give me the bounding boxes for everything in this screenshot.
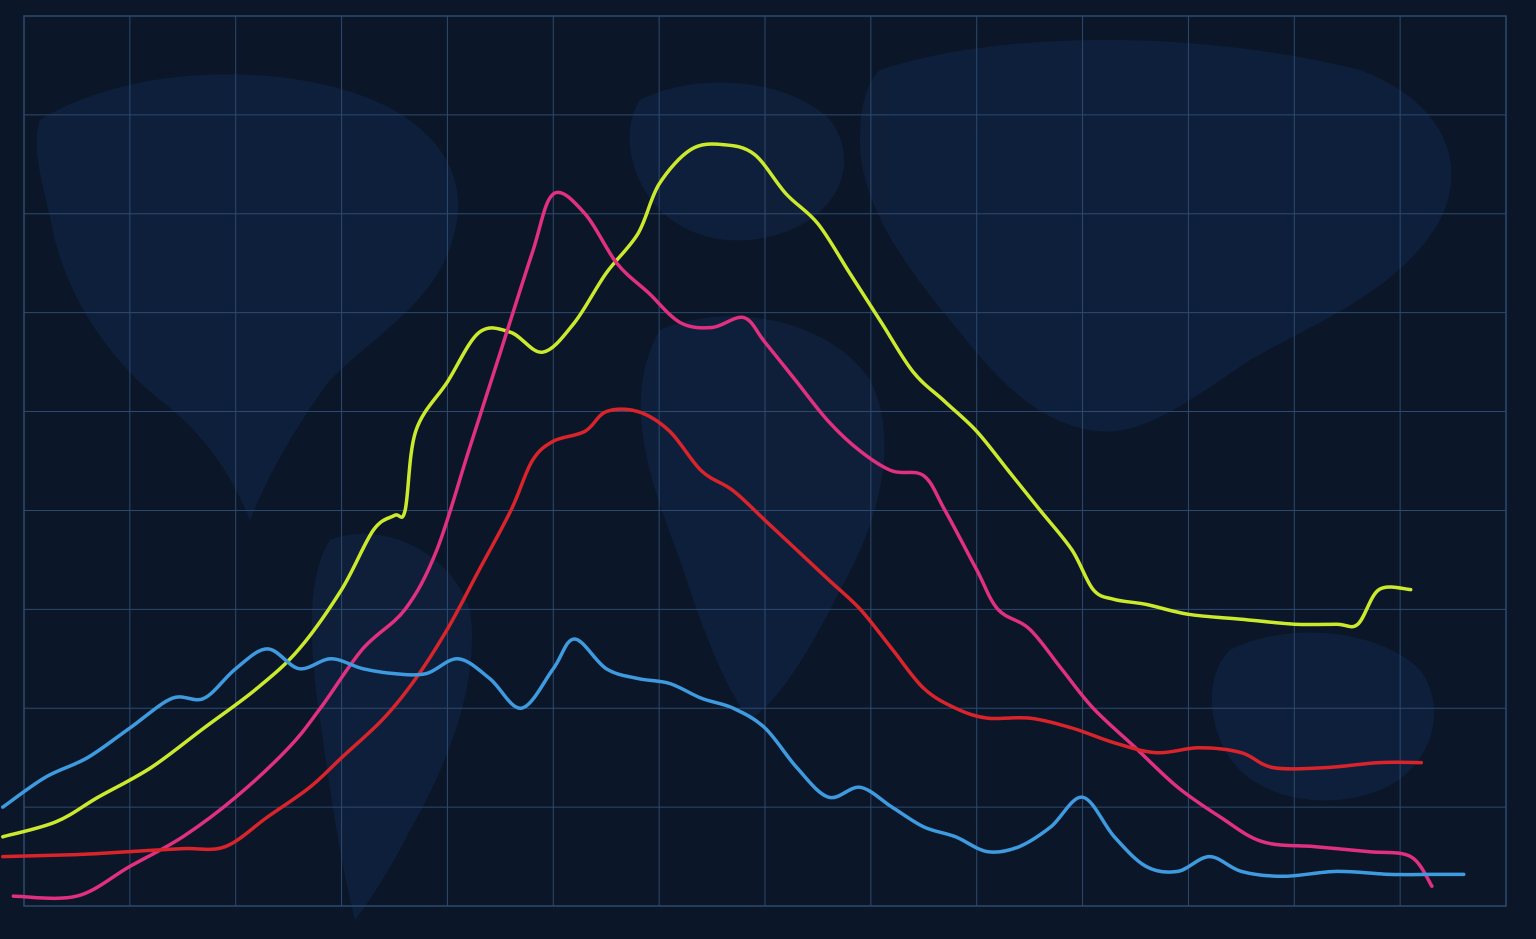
europe-shape — [629, 82, 845, 241]
series-line-2 — [11, 190, 1434, 901]
series-lines — [1, 142, 1466, 901]
north-america-shape — [36, 74, 459, 520]
series-line-1 — [1, 142, 1413, 839]
series-line-3 — [1, 407, 1424, 859]
world-map-background — [36, 40, 1452, 920]
asia-shape — [860, 40, 1452, 432]
south-america-shape — [311, 533, 472, 920]
australia-shape — [1211, 632, 1435, 801]
series-line-4 — [1, 637, 1466, 879]
